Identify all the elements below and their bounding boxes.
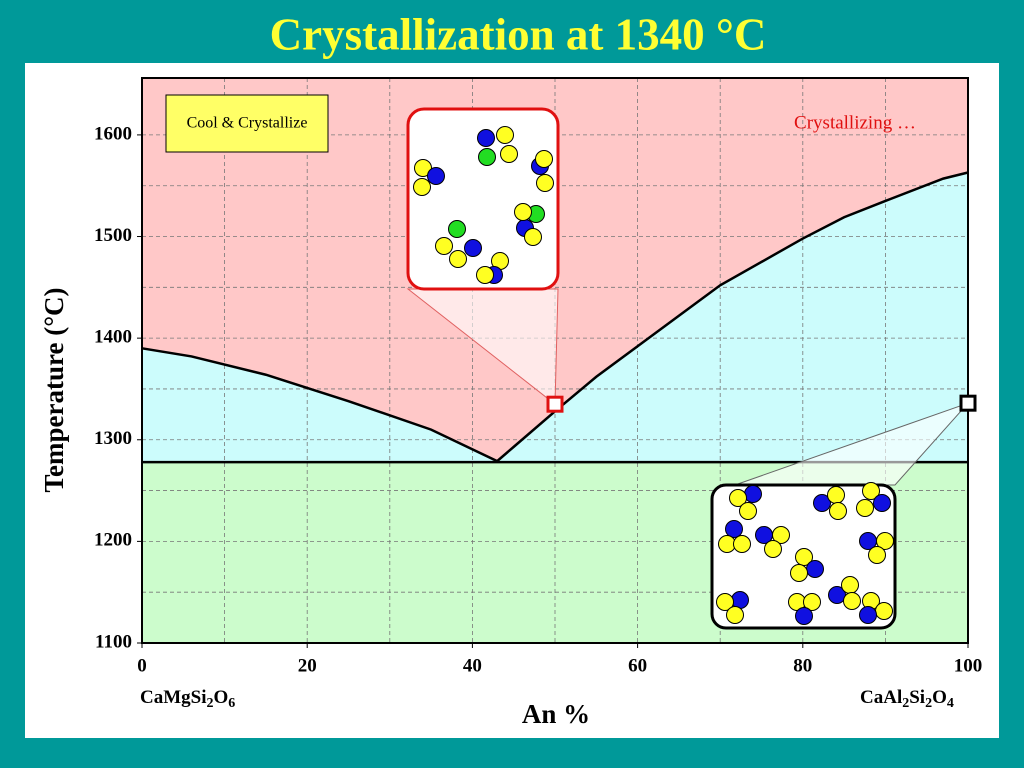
state-marker: [959, 394, 977, 412]
state-marker: [546, 395, 564, 413]
y-tick-label: 1100: [95, 631, 132, 652]
atom: [524, 228, 542, 246]
atom: [478, 148, 496, 166]
x-tick-label: 80: [793, 655, 812, 676]
atom: [718, 535, 736, 553]
atom: [856, 499, 874, 517]
atom: [829, 502, 847, 520]
y-tick-label: 1600: [94, 123, 132, 144]
atom: [873, 494, 891, 512]
atom: [813, 494, 831, 512]
atom: [868, 546, 886, 564]
atom: [535, 150, 553, 168]
atom: [716, 593, 734, 611]
formula-part: 6: [228, 696, 235, 711]
atom: [464, 239, 482, 257]
formula-part: CaMgSi: [140, 687, 207, 708]
plot-area: [137, 77, 977, 648]
atom: [806, 560, 824, 578]
y-tick-label: 1300: [94, 428, 132, 449]
atom: [448, 220, 466, 238]
formula-part: 2: [925, 696, 932, 711]
atom: [843, 592, 861, 610]
atom: [795, 548, 813, 566]
atom: [827, 486, 845, 504]
plot-frame: [141, 77, 969, 644]
atom: [500, 145, 518, 163]
left-formula: CaMgSi2O6: [140, 687, 235, 711]
x-axis-label: An %: [522, 699, 590, 729]
x-tick-label: 40: [463, 655, 482, 676]
atom: [803, 593, 821, 611]
atom: [744, 485, 762, 503]
button-label[interactable]: Cool & Crystallize: [187, 115, 308, 132]
formula-part: Si: [909, 687, 925, 708]
atom: [733, 535, 751, 553]
formula-part: 2: [207, 696, 214, 711]
atom: [514, 203, 532, 221]
formula-part: O: [932, 687, 947, 708]
x-tick-label: 20: [298, 655, 317, 676]
atom: [841, 576, 859, 594]
atom: [476, 266, 494, 284]
y-tick-label: 1500: [94, 225, 132, 246]
title: Crystallization at 1340 °C: [270, 9, 767, 59]
atom: [795, 607, 813, 625]
formula-part: CaAl: [860, 687, 902, 708]
atom: [427, 167, 445, 185]
atom: [731, 591, 749, 609]
annotation: Crystallizing …: [794, 112, 916, 133]
atom: [496, 126, 514, 144]
atom: [862, 482, 880, 500]
x-tick-label: 0: [137, 655, 147, 676]
atom: [859, 606, 877, 624]
y-tick-label: 1200: [94, 530, 132, 551]
atom: [875, 602, 893, 620]
atom: [414, 159, 432, 177]
liquid-crystal-region: [142, 172, 968, 463]
formula-part: 4: [947, 696, 954, 711]
atom: [790, 564, 808, 582]
right-formula: CaAl2Si2O4: [860, 687, 954, 711]
atom: [449, 250, 467, 268]
phase-boundary: [141, 171, 969, 463]
x-tick-label: 60: [628, 655, 647, 676]
button[interactable]: [165, 94, 329, 153]
atom: [726, 606, 744, 624]
atom: [764, 540, 782, 558]
atom: [725, 520, 743, 538]
x-tick-label: 100: [954, 655, 983, 676]
y-tick-label: 1400: [94, 327, 132, 348]
atom: [729, 489, 747, 507]
atom: [413, 178, 431, 196]
atom: [772, 526, 790, 544]
atom: [876, 532, 894, 550]
atom: [739, 502, 757, 520]
atom: [477, 129, 495, 147]
formula-part: 2: [902, 696, 909, 711]
atom: [435, 237, 453, 255]
formula-part: O: [214, 687, 229, 708]
y-axis-label: Temperature (°C): [39, 287, 69, 492]
atom: [536, 174, 554, 192]
